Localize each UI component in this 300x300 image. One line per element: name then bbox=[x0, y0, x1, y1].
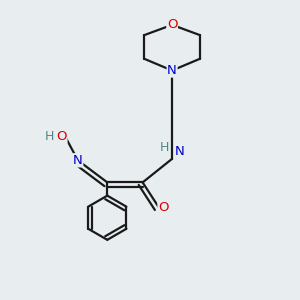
Text: O: O bbox=[167, 18, 177, 32]
Text: O: O bbox=[158, 201, 169, 214]
Text: N: N bbox=[167, 64, 177, 77]
Text: O: O bbox=[56, 130, 67, 143]
Text: H: H bbox=[160, 141, 169, 154]
Text: N: N bbox=[73, 154, 83, 167]
Text: N: N bbox=[175, 145, 184, 158]
Text: H: H bbox=[45, 130, 55, 143]
